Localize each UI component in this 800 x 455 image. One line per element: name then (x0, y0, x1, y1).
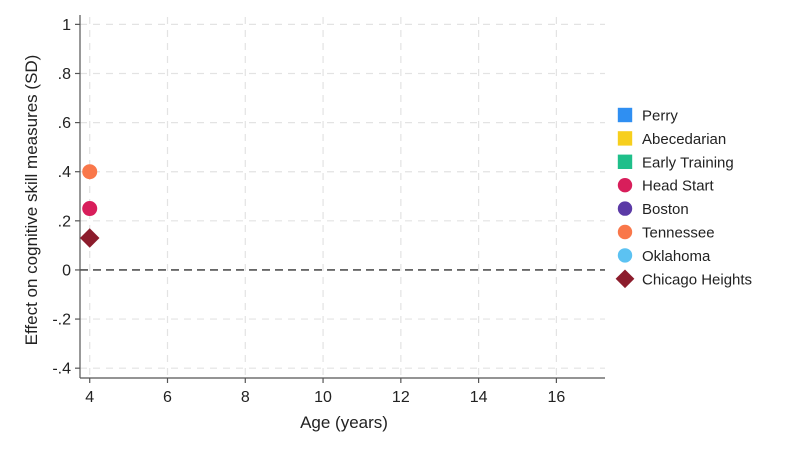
y-tick-label: .6 (58, 115, 71, 132)
x-axis-title: Age (years) (300, 413, 388, 432)
legend-marker-head-start (617, 178, 633, 193)
legend-marker-early-training (617, 154, 633, 169)
y-axis-title: Effect on cognitive skill measures (SD) (22, 55, 41, 346)
gridlines (80, 17, 605, 378)
y-tick-label: .2 (58, 213, 71, 230)
x-tick-label: 12 (392, 389, 410, 406)
axes (75, 15, 605, 383)
x-tick-label: 16 (547, 389, 565, 406)
legend-marker-abecedarian (617, 131, 633, 146)
legend-label-chicago-heights: Chicago Heights (642, 271, 752, 288)
x-tick-label: 10 (314, 389, 332, 406)
legend-label-perry: Perry (642, 108, 678, 125)
legend-label-abecedarian: Abecedarian (642, 131, 726, 148)
x-tick-label: 6 (163, 389, 172, 406)
legend-label-oklahoma: Oklahoma (642, 248, 711, 265)
legend-label-tennessee: Tennessee (642, 225, 715, 242)
chicago-heights-point (79, 228, 100, 248)
tennessee-point (82, 164, 98, 180)
y-tick-label: .4 (58, 164, 71, 181)
x-tick-label: 8 (241, 389, 250, 406)
y-tick-label: 1 (62, 17, 71, 34)
legend: Perry Abecedarian Early Training Head Start… (615, 107, 752, 289)
y-tick-label: .8 (58, 66, 71, 83)
y-tick-label: -.4 (52, 361, 71, 378)
y-tick-label: -.2 (52, 312, 71, 329)
legend-label-head-start: Head Start (642, 178, 715, 195)
legend-label-boston: Boston (642, 201, 689, 218)
tick-labels: 1 .8 .6 .4 .2 0 -.2 -.4 4 6 8 10 12 14 16 (52, 17, 565, 406)
head-start-point (82, 201, 98, 217)
x-tick-label: 14 (470, 389, 488, 406)
legend-marker-perry (617, 107, 633, 123)
legend-marker-tennessee (617, 224, 633, 240)
legend-label-early-training: Early Training (642, 154, 734, 171)
legend-marker-oklahoma (617, 248, 633, 263)
x-tick-label: 4 (85, 389, 94, 406)
y-tick-label: 0 (62, 262, 71, 279)
legend-marker-chicago-heights (615, 269, 635, 289)
data-points (79, 164, 100, 248)
legend-marker-boston (617, 201, 633, 216)
